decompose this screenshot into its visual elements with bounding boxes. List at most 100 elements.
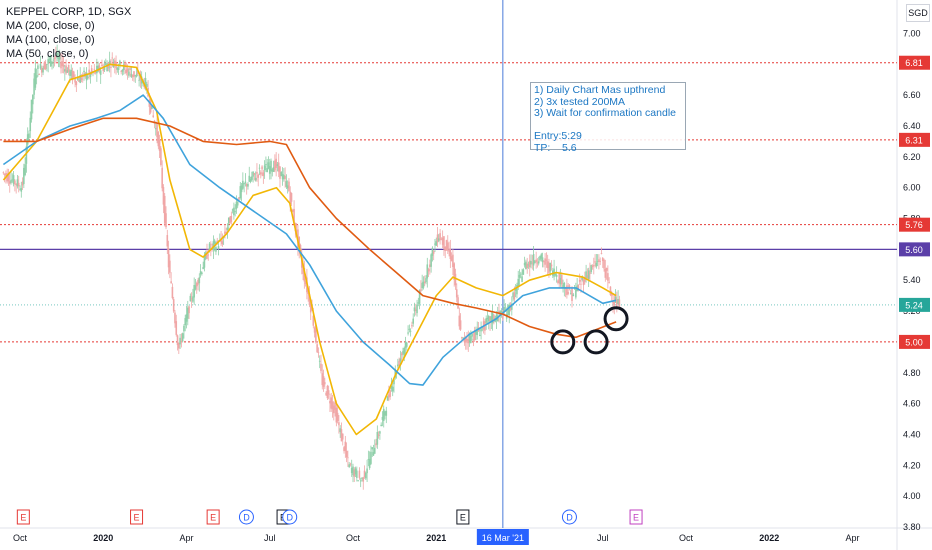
candle-body <box>509 306 512 310</box>
candle-body <box>575 288 577 298</box>
candle-body <box>208 243 211 251</box>
x-tick-label: Apr <box>845 533 859 543</box>
candle-body <box>6 173 8 182</box>
candle-body <box>316 344 318 353</box>
x-tick-label: Oct <box>346 533 361 543</box>
candle-body <box>259 172 262 175</box>
candle-body <box>144 78 147 89</box>
candle-body <box>530 261 532 265</box>
candle-body <box>399 358 402 362</box>
candle-body <box>251 176 253 180</box>
candle-body <box>46 64 48 65</box>
candle-body <box>613 301 616 306</box>
candle-body <box>249 179 252 182</box>
candle-body <box>266 168 268 173</box>
candle-body <box>180 341 183 343</box>
candle-body <box>541 257 544 263</box>
candle-body <box>438 238 440 241</box>
candle-body <box>121 69 124 72</box>
candle-body <box>377 434 380 436</box>
candle-body <box>279 166 281 179</box>
candle-body <box>227 217 230 224</box>
candle-body <box>181 333 184 342</box>
candle-body <box>256 171 258 174</box>
candle-body <box>379 431 381 434</box>
candle-body <box>521 276 523 282</box>
candle-body <box>295 230 298 232</box>
candle-body <box>537 261 540 264</box>
y-tick-label: 4.20 <box>903 460 921 470</box>
candle-body <box>270 160 272 171</box>
candle-body <box>322 376 325 387</box>
candle-body <box>473 329 476 341</box>
candle-body <box>397 364 399 367</box>
candle-body <box>443 236 445 250</box>
candle-body <box>352 466 354 476</box>
candle-body <box>137 70 139 74</box>
candle-body <box>408 328 411 330</box>
candle-body <box>281 174 284 180</box>
candle-body <box>590 265 593 272</box>
candle-body <box>252 171 254 177</box>
candle-body <box>344 441 347 451</box>
candle-body <box>568 285 571 289</box>
level-price-box <box>899 217 930 232</box>
annotation-note[interactable]: 1) Daily Chart Mas upthrend 2) 3x tested… <box>530 82 686 153</box>
candle-body <box>111 57 114 59</box>
candle-body <box>357 480 359 482</box>
candle-body <box>253 173 256 175</box>
candle-body <box>498 310 500 314</box>
candle-body <box>236 201 239 206</box>
candle-body <box>284 175 286 179</box>
candle-body <box>470 336 472 344</box>
y-tick-label: 4.60 <box>903 399 921 409</box>
candle-body <box>12 175 15 185</box>
candle-body <box>417 302 420 304</box>
candle-body <box>347 457 349 459</box>
candle-body <box>327 390 330 395</box>
y-tick-label: 6.40 <box>903 121 921 131</box>
candle-body <box>195 282 198 287</box>
candle-body <box>340 429 343 442</box>
candle-body <box>398 360 400 366</box>
candle-body <box>133 71 135 78</box>
candle-body <box>38 74 41 75</box>
candle-body <box>207 254 210 256</box>
candle-body <box>42 67 44 73</box>
candle-body <box>362 477 365 482</box>
candle-body <box>339 428 341 433</box>
currency-badge[interactable]: SGD <box>906 4 930 22</box>
candle-body <box>411 325 413 327</box>
candle-body <box>446 242 449 251</box>
candle-body <box>391 386 394 392</box>
candle-body <box>66 70 69 73</box>
event-marker-label: E <box>460 513 466 523</box>
candle-body <box>490 316 493 322</box>
candle-body <box>589 271 591 275</box>
candle-body <box>375 443 377 446</box>
level-price-box <box>899 334 930 349</box>
candle-body <box>39 63 42 69</box>
candle-body <box>390 385 393 389</box>
candle-body <box>202 267 204 270</box>
candle-body <box>532 254 535 266</box>
candle-body <box>585 271 587 279</box>
candle-body <box>562 284 564 289</box>
candle-body <box>413 307 416 312</box>
candle-body <box>604 268 607 278</box>
candle-body <box>212 241 215 251</box>
candle-body <box>431 247 434 256</box>
candle-body <box>423 281 426 284</box>
candle-body <box>221 241 224 245</box>
candle-body <box>157 132 160 147</box>
level-price-label: 5.60 <box>905 245 923 255</box>
candle-body <box>197 280 199 285</box>
candle-body <box>380 424 382 427</box>
candle-body <box>87 76 89 79</box>
candle-body <box>229 217 231 224</box>
candle-body <box>24 164 26 176</box>
candle-body <box>559 278 562 285</box>
candle-body <box>386 396 389 401</box>
candle-body <box>71 70 74 81</box>
